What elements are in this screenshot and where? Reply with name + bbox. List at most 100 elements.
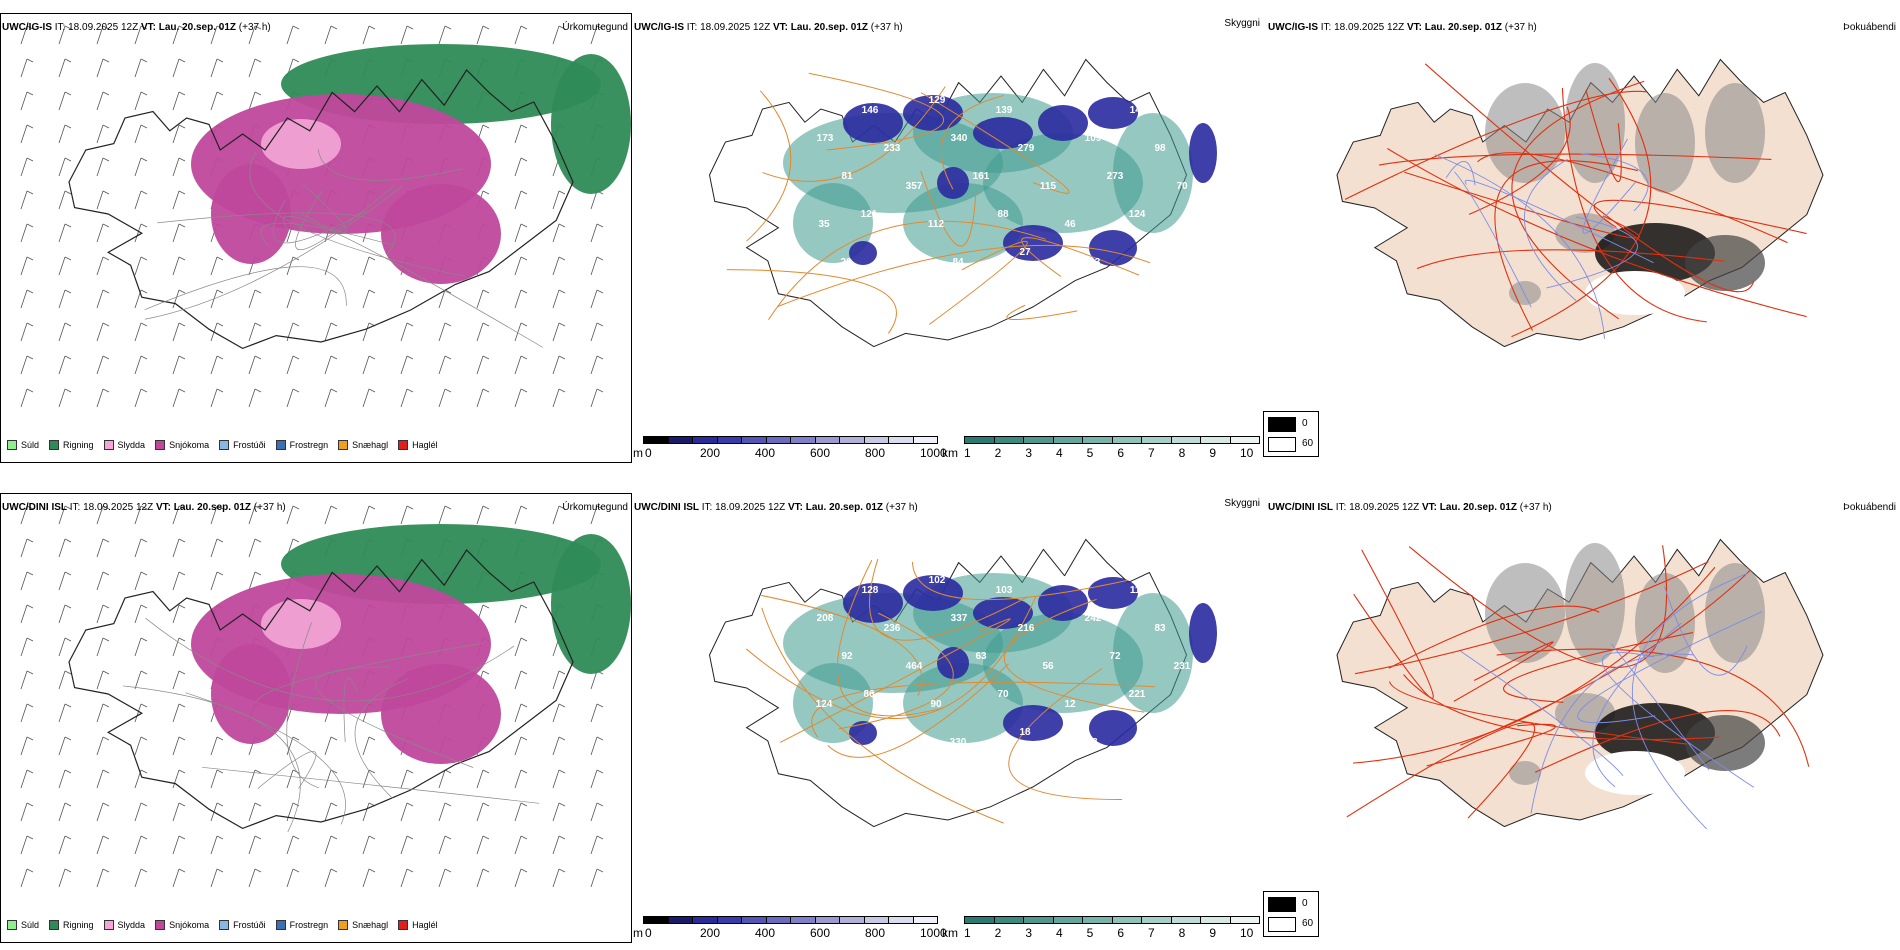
legend-label: Súld [21, 920, 40, 930]
colorbar-segment [815, 437, 840, 443]
wind-barb [248, 289, 262, 309]
colorbar-tick: 400 [755, 446, 776, 460]
ceiling-value-label: 166 [795, 95, 812, 106]
road-line [940, 94, 1004, 190]
wind-barb [362, 289, 376, 309]
wind-barb [400, 769, 414, 789]
wind-barb [134, 571, 148, 591]
colorbar-tick: 3 [1025, 926, 1033, 940]
ceiling-value-label: 173 [817, 133, 834, 144]
wind-barb [438, 289, 452, 309]
wind-barb [58, 538, 72, 558]
wind-barb [552, 868, 566, 888]
colorbar-segment [815, 917, 840, 923]
panel-header-3: UWC/IG-IS IT: 18.09.2025 12Z VT: Lau. 20… [1268, 22, 1537, 33]
cloud-visibility-map: 166 146 129 139 80 144 173 233 340 279 109 98 81 357 1… [708, 58, 1217, 348]
ceiling-colorbar: m 0 200 400 600 800 1000 [633, 916, 947, 942]
wind-barb [20, 388, 34, 408]
wind-barb [210, 571, 224, 591]
colorbar-tick: 1000 [920, 446, 947, 460]
wind-barb [438, 868, 452, 888]
colorbar-tick: 1 [964, 446, 971, 460]
low-visibility-area [1113, 113, 1193, 233]
road-line [811, 681, 1155, 738]
wind-barb [20, 802, 34, 822]
panel-title-visibility: Skyggni [1224, 498, 1260, 509]
rain-area [551, 534, 631, 674]
fog-area [1509, 761, 1541, 785]
wind-barb [324, 388, 338, 408]
fog-area [1565, 543, 1625, 663]
ceiling-unit: m [633, 926, 643, 940]
colorbar-segment [1083, 437, 1113, 443]
wind-barb [20, 289, 34, 309]
colorbar-segment [644, 437, 669, 443]
river-line [1530, 653, 1694, 814]
wind-barb [58, 769, 72, 789]
colorbar-tick: 1000 [920, 926, 947, 940]
wind-barb [134, 637, 148, 657]
wind-barb [210, 835, 224, 855]
colorbar-segment [994, 437, 1024, 443]
road-line [1004, 598, 1145, 713]
wind-barb [590, 322, 604, 342]
colorbar-segment [994, 917, 1024, 923]
ceiling-value-label: 84 [952, 257, 964, 268]
river-line [1454, 171, 1532, 308]
wind-barb [476, 25, 490, 45]
wind-barb [172, 835, 186, 855]
wind-barb [172, 355, 186, 375]
wind-barb [134, 157, 148, 177]
road-line [286, 622, 320, 789]
colorbar-tick: 200 [700, 446, 721, 460]
river-line [1460, 650, 1624, 777]
wind-barb [552, 670, 566, 690]
wind-barb [324, 505, 338, 525]
ceiling-visibility-panel: 166 146 129 139 80 144 173 233 340 279 109 98 81 357 1… [633, 13, 1263, 463]
coastline [68, 549, 574, 830]
colorbar-segment [1230, 437, 1259, 443]
road-line [315, 666, 474, 768]
colorbar-segment [1083, 917, 1113, 923]
wind-barb [514, 25, 528, 45]
rain-area [551, 54, 631, 194]
ceiling-value-label: 176 [883, 247, 900, 258]
wind-barb [438, 388, 452, 408]
legend-swatch [103, 920, 114, 930]
wind-barb [210, 769, 224, 789]
road-line [1353, 549, 1434, 699]
legend-label: Frostregn [289, 920, 329, 930]
legend-item-slydda: Slydda [103, 440, 146, 450]
legend-label: Snjókoma [169, 920, 210, 930]
road-line [1453, 641, 1554, 702]
wind-barb [58, 670, 72, 690]
legend-item-rigning: Rigning [49, 920, 94, 930]
wind-barb [248, 388, 262, 408]
wind-barb [400, 355, 414, 375]
ceiling-value-label: 92 [841, 651, 853, 662]
colorbar-tick: 1 [964, 926, 971, 940]
fog-index-legend: 0 60 [1263, 891, 1319, 937]
wind-barb [590, 355, 604, 375]
wind-barb [248, 355, 262, 375]
ceiling-value-label: 103 [996, 585, 1013, 596]
wind-barb [134, 769, 148, 789]
wind-barb [552, 25, 566, 45]
wind-barb [134, 91, 148, 111]
low-ceiling-area [1189, 603, 1217, 663]
wind-barb [514, 604, 528, 624]
wind-barb [590, 388, 604, 408]
road-line [257, 751, 317, 789]
wind-barb [96, 637, 110, 657]
panel-header-1: UWC/IG-IS IT: 18.09.2025 12Z VT: Lau. 20… [2, 22, 271, 33]
ceiling-value-label: 161 [973, 171, 990, 182]
snow-area [211, 164, 291, 264]
wind-barb [210, 58, 224, 78]
wind-barb [362, 769, 376, 789]
wind-barb [210, 538, 224, 558]
low-ceiling-area [1089, 230, 1137, 266]
legend-label: Slydda [117, 440, 146, 450]
wind-barb [362, 256, 376, 276]
ceiling-value-label: 240 [1063, 575, 1080, 586]
road-line [144, 266, 347, 311]
